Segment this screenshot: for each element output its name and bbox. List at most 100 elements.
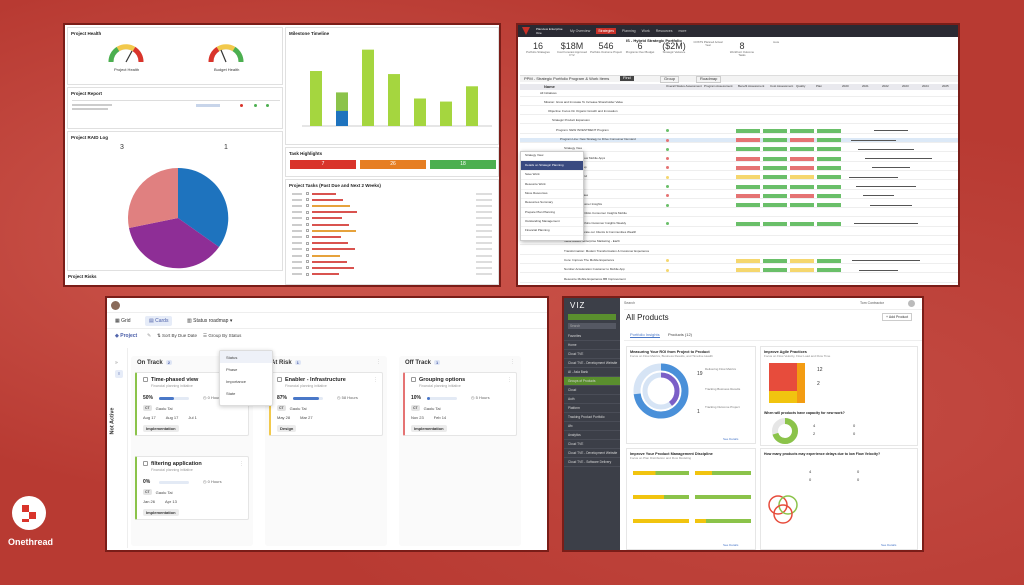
context-menu-item[interactable]: Strategy View [521, 152, 583, 162]
grid-row[interactable]: Mission: Grow and Innovate To Increase S… [520, 100, 958, 106]
user-name[interactable]: Tom Contractor [860, 301, 884, 305]
grid-row[interactable]: Core: Improve The Mobile Experience [520, 258, 958, 264]
task-checkbox[interactable] [306, 192, 309, 195]
grid-row[interactable]: Value Based: Enterprise Marketing - Eart… [520, 240, 958, 246]
tab-planning[interactable]: Planning [622, 29, 636, 33]
task-checkbox[interactable] [306, 216, 309, 220]
sidebar-nav-item[interactable]: Cloud TVE - Software Delivery [564, 458, 620, 467]
checkbox-icon[interactable] [143, 377, 148, 382]
task-link[interactable] [312, 217, 342, 220]
task-checkbox[interactable] [306, 260, 309, 264]
context-menu-item[interactable]: Resources Summary [521, 199, 583, 209]
sidebar-nav-item[interactable]: Favorites [564, 332, 620, 341]
overdue-tile[interactable]: 7 [290, 160, 356, 169]
dropdown-option-state[interactable]: State [226, 390, 236, 396]
grid-row[interactable]: Mission: Accelerate our Clients & Commun… [520, 231, 958, 236]
grid-row[interactable]: Application Portfolio Customer Insights … [520, 221, 958, 227]
tab-cards[interactable]: ▤ Cards [145, 316, 173, 326]
more-icon[interactable]: ⋮ [376, 359, 381, 365]
add-product-button[interactable]: + Add Product [882, 313, 913, 321]
metric-tile[interactable]: COSTS Planned Actual Year [692, 40, 724, 67]
grid-row[interactable]: Transformation: Modern Transformation & … [520, 249, 958, 255]
task-link[interactable] [312, 248, 355, 251]
col-cost[interactable]: Cost Assessment [770, 84, 794, 88]
col-overall-status[interactable]: Overall Status Assessment [666, 84, 702, 88]
task-link[interactable] [312, 273, 339, 276]
checkbox-icon[interactable] [411, 377, 416, 382]
project-filter[interactable]: ◈ Project [115, 333, 137, 339]
sidebar-nav-item[interactable]: Platform [564, 404, 620, 413]
context-menu-item[interactable]: Move Resources [521, 190, 583, 199]
grid-row[interactable]: Resource Mobile Experience BB Improvemen… [520, 277, 958, 283]
task-checkbox[interactable] [306, 247, 309, 251]
grid-row[interactable]: Objective: Focus On Organic Growth and I… [520, 110, 958, 116]
task-link[interactable] [312, 204, 350, 207]
task-link[interactable] [312, 229, 356, 232]
metric-tile[interactable]: 16 Portfolio Strategies [522, 41, 554, 67]
tab-portfolio-insights[interactable]: Portfolio Insights [630, 332, 660, 338]
sort-button[interactable]: ⇅ Sort By Due Date [157, 333, 197, 339]
checkbox-icon[interactable] [277, 377, 282, 382]
grid-row[interactable]: Expansion to New Mobile Apps [520, 156, 958, 162]
tab-my-overview[interactable]: My Overview [570, 29, 591, 33]
expand-icon[interactable]: » [115, 360, 118, 366]
filter-label[interactable]: PPM - Strategic Portfolio Program & Work… [524, 76, 610, 81]
due-soon-tile[interactable]: 26 [360, 160, 426, 169]
more-icon[interactable]: ⋮ [507, 377, 512, 383]
sidebar-nav-item[interactable]: Analytics [564, 431, 620, 440]
task-link[interactable] [312, 192, 336, 195]
task-link[interactable] [312, 260, 347, 263]
context-menu-item[interactable]: Prepare Plan Planning [521, 208, 583, 218]
grid-row[interactable]: Strategic Product Expansion [520, 119, 958, 125]
edit-icon[interactable]: ✎ [147, 333, 152, 339]
tab-status-roadmap[interactable]: ▥ Status roadmap ▾ [187, 318, 232, 324]
workspace-selector[interactable] [568, 314, 616, 320]
roadmap-button[interactable]: Roadmap [696, 76, 722, 83]
context-menu-item[interactable]: Save Work [521, 171, 583, 181]
col-plan[interactable]: Plan [816, 84, 823, 88]
more-icon[interactable]: ⋮ [510, 359, 515, 365]
context-menu-item[interactable]: Details on Strategic Planning [521, 161, 583, 171]
task-checkbox[interactable] [306, 241, 309, 245]
task-checkbox[interactable] [306, 210, 309, 214]
task-checkbox[interactable] [306, 272, 309, 276]
user-avatar[interactable] [111, 301, 120, 310]
sidebar-nav-item[interactable]: Cloud [564, 386, 620, 395]
task-link[interactable] [312, 266, 354, 269]
on-schedule-tile[interactable]: 18 [430, 160, 496, 169]
grid-row[interactable]: Strategy View [520, 147, 958, 153]
task-checkbox[interactable] [306, 266, 309, 270]
sidebar-nav-item[interactable]: Groups of Products [564, 377, 620, 386]
task-checkbox[interactable] [306, 229, 309, 233]
more-icon[interactable]: ⋮ [239, 461, 244, 467]
metric-tile[interactable]: 8 Workfront Outcome Tasks [726, 41, 758, 67]
sidebar-nav-item[interactable]: Cloud TVE - Development Website [564, 359, 620, 368]
tab-more[interactable]: more [678, 29, 687, 33]
see-details-link[interactable]: See Details [723, 543, 739, 547]
sidebar-nav-item[interactable]: AI - Asia Bank [564, 368, 620, 377]
card-grouping-options[interactable]: Grouping options Financial planning initi… [403, 372, 517, 436]
task-link[interactable] [312, 198, 343, 201]
find-button[interactable]: Find [620, 75, 634, 81]
context-menu-item[interactable]: Outstanding Management [521, 218, 583, 227]
metric-tile[interactable]: ($2M) Strategic Variance [658, 41, 690, 67]
sidebar-nav-item[interactable]: Cloud TVE [564, 440, 620, 449]
sidebar-nav-item[interactable]: Home [564, 341, 620, 350]
see-details-link[interactable]: See Details [881, 543, 897, 547]
see-details-link[interactable]: See Details [723, 437, 739, 441]
grid-row[interactable]: Add to Roadmap [520, 165, 958, 171]
tab-strategies[interactable]: Strategies [596, 28, 616, 34]
grid-row[interactable]: Number Acceleration Customer to Mobile A… [520, 268, 958, 274]
metric-tile[interactable]: 6 Programs Over Budget [624, 41, 656, 67]
task-checkbox[interactable] [306, 204, 309, 208]
grid-row[interactable]: Outcome Consumer Insights [520, 203, 958, 209]
task-link[interactable] [312, 242, 348, 245]
sidebar-nav-item[interactable]: Cloud TVE - Development Website [564, 449, 620, 458]
task-link[interactable] [312, 235, 341, 238]
grid-row[interactable]: Application: Portfolio Consumer Insights… [520, 212, 958, 218]
list-icon[interactable]: ≡ [115, 370, 123, 378]
user-avatar[interactable] [908, 300, 915, 307]
col-benefit[interactable]: Benefit Assessment [738, 84, 765, 88]
tab-resources[interactable]: Resources [655, 29, 673, 33]
checkbox-icon[interactable] [143, 461, 148, 466]
